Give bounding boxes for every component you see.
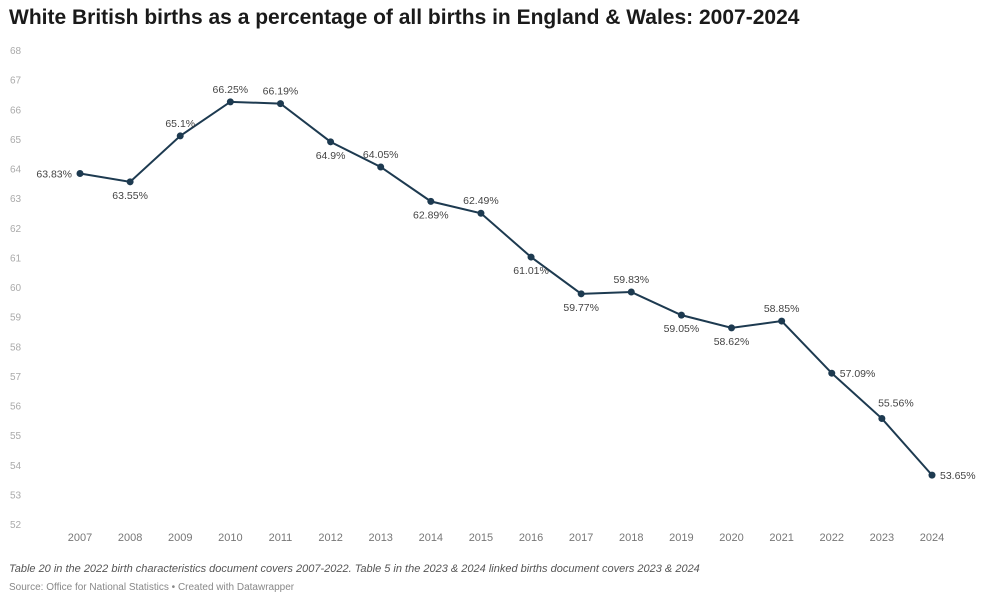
data-point (477, 209, 485, 217)
data-point (126, 178, 134, 186)
data-point (176, 132, 184, 140)
x-tick-label: 2013 (368, 532, 392, 544)
data-label: 63.55% (112, 190, 148, 202)
chart-title: White British births as a percentage of … (9, 6, 800, 29)
data-point (878, 415, 886, 423)
data-point (928, 471, 936, 479)
data-label: 62.49% (463, 195, 499, 207)
y-tick-label: 63 (10, 194, 22, 205)
series-line (79, 100, 933, 476)
data-label: 64.9% (316, 150, 346, 162)
data-point (778, 317, 786, 325)
y-tick-label: 58 (10, 342, 22, 353)
x-tick-label: 2023 (870, 532, 894, 544)
x-tick-label: 2019 (669, 532, 693, 544)
x-tick-label: 2021 (769, 532, 793, 544)
x-tick-label: 2016 (519, 532, 543, 544)
y-tick-label: 68 (10, 46, 22, 57)
x-tick-label: 2011 (269, 532, 293, 544)
data-label: 59.77% (563, 302, 599, 314)
data-label: 57.09% (840, 368, 876, 380)
x-tick-label: 2017 (569, 532, 593, 544)
x-tick-label: 2012 (318, 532, 342, 544)
data-label: 55.56% (878, 398, 914, 410)
y-tick-label: 56 (10, 402, 22, 413)
data-label: 59.83% (613, 274, 649, 286)
data-label: 66.19% (263, 86, 299, 98)
data-point (427, 197, 435, 205)
data-point (276, 100, 284, 108)
data-point (627, 288, 635, 296)
data-label: 59.05% (664, 323, 700, 335)
data-point (226, 98, 234, 106)
x-tick-label: 2010 (218, 532, 242, 544)
y-tick-label: 65 (10, 135, 22, 146)
chart-note: Table 20 in the 2022 birth characteristi… (9, 563, 700, 575)
data-label: 61.01% (513, 265, 549, 277)
data-label: 53.65% (940, 470, 976, 482)
y-tick-label: 60 (10, 283, 22, 294)
y-tick-label: 54 (10, 461, 22, 472)
x-tick-label: 2024 (920, 532, 944, 544)
data-label: 58.62% (714, 336, 750, 348)
x-tick-label: 2008 (118, 532, 142, 544)
x-tick-label: 2007 (68, 532, 92, 544)
y-tick-label: 64 (10, 165, 22, 176)
data-point (527, 253, 535, 261)
x-tick-label: 2014 (419, 532, 443, 544)
data-label: 63.83% (36, 169, 72, 181)
data-label: 65.1% (165, 118, 195, 130)
y-tick-label: 59 (10, 313, 22, 324)
data-point (327, 138, 335, 146)
chart-source: Source: Office for National Statistics •… (9, 582, 295, 593)
data-label: 58.85% (764, 303, 800, 315)
data-point (76, 170, 84, 178)
data-point (677, 311, 685, 319)
data-point (828, 369, 836, 377)
data-label: 66.25% (213, 84, 249, 96)
data-label: 62.89% (413, 209, 449, 221)
x-tick-label: 2009 (168, 532, 192, 544)
x-tick-label: 2018 (619, 532, 643, 544)
y-tick-label: 57 (10, 372, 22, 383)
y-tick-label: 53 (10, 490, 22, 501)
x-tick-label: 2015 (469, 532, 493, 544)
x-tick-label: 2022 (820, 532, 844, 544)
y-tick-label: 52 (10, 520, 22, 531)
y-tick-label: 66 (10, 105, 22, 116)
y-tick-label: 62 (10, 224, 22, 235)
y-tick-label: 67 (10, 76, 22, 87)
y-tick-label: 61 (10, 253, 22, 264)
y-tick-label: 55 (10, 431, 22, 442)
data-point (577, 290, 585, 298)
line-chart: 52 53 54 55 56 57 58 59 60 61 62 63 64 65 66 67 68 2007 20… (10, 46, 976, 544)
data-point (728, 324, 736, 332)
data-point (377, 163, 385, 171)
data-label: 64.05% (363, 149, 399, 161)
x-tick-label: 2020 (719, 532, 743, 544)
